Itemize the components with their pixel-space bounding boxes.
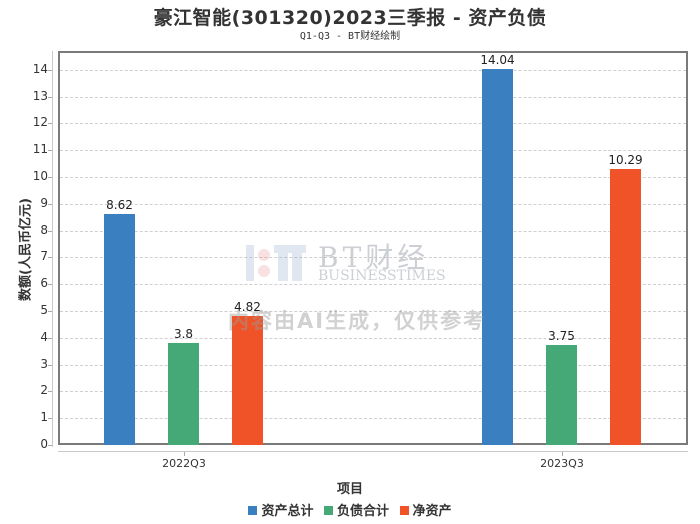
- y-tick-mark: [48, 123, 52, 125]
- bar-value-label: 3.75: [548, 328, 575, 343]
- x-axis-label: 项目: [336, 482, 363, 497]
- y-tick-label: 2: [40, 383, 48, 398]
- legend-item-total-liabilities[interactable]: 负债合计: [323, 500, 389, 519]
- y-tick-mark: [48, 96, 52, 98]
- bar-value-label: 4.82: [234, 299, 261, 314]
- grid-line: [60, 230, 686, 232]
- x-tick-label: 2022Q3: [162, 457, 206, 470]
- y-tick-mark: [48, 230, 52, 232]
- watermark-brand: BT财经: [318, 241, 430, 274]
- grid-line: [60, 391, 686, 393]
- legend-label: 负债合计: [336, 504, 389, 519]
- bar-total-liabilities[interactable]: [546, 344, 577, 445]
- bar-value-label: 10.29: [608, 153, 643, 168]
- y-tick-label: 14: [32, 61, 48, 76]
- y-axis-line: [52, 51, 53, 447]
- y-tick-label: 3: [40, 356, 48, 371]
- y-tick-mark: [48, 177, 52, 178]
- grid-line: [60, 364, 686, 366]
- legend-swatch-total-assets: [248, 506, 258, 515]
- legend: 资产总计 负债合计 净资产: [0, 500, 700, 519]
- bar-total-assets[interactable]: [104, 213, 135, 445]
- y-tick-mark: [48, 311, 52, 312]
- legend-label: 净资产: [412, 504, 452, 519]
- grid-line: [60, 337, 686, 339]
- watermark-brand-en: BUSINESSTIMES: [318, 268, 446, 284]
- bar-value-label: 3.8: [173, 327, 194, 342]
- watermark-notice: 内容由AI生成，仅供参考: [228, 309, 487, 333]
- y-tick-label: 6: [40, 276, 48, 291]
- y-tick-label: 8: [40, 222, 48, 237]
- bar-total-assets[interactable]: [482, 68, 513, 445]
- plot-area: [58, 51, 688, 445]
- y-tick-mark: [48, 284, 52, 286]
- grid-line: [60, 257, 686, 259]
- grid-line: [60, 284, 686, 286]
- y-tick-label: 12: [32, 115, 48, 130]
- legend-item-net-assets[interactable]: 净资产: [399, 500, 452, 519]
- chart-subtitle: Q1-Q3 - BT财经绘制: [299, 31, 401, 42]
- bar-net-assets[interactable]: [610, 169, 641, 445]
- x-axis-line: [58, 451, 688, 452]
- chart-title: 豪江智能(301320)2023三季报 - 资产负债: [153, 7, 547, 29]
- legend-swatch-net-assets: [399, 506, 409, 515]
- y-tick-label: 13: [32, 88, 48, 103]
- y-tick-mark: [48, 391, 52, 393]
- y-tick-mark: [48, 203, 52, 205]
- y-tick-mark: [48, 69, 52, 71]
- legend-item-total-assets[interactable]: 资产总计: [248, 500, 313, 519]
- bt-logo-icon: [246, 245, 306, 281]
- y-tick-mark: [48, 445, 52, 446]
- bar-value-label: 14.04: [480, 52, 515, 67]
- y-tick-mark: [48, 337, 52, 339]
- y-tick-mark: [48, 364, 52, 366]
- y-tick-label: 1: [40, 410, 48, 425]
- grid-line: [60, 123, 686, 125]
- y-tick-label: 10: [32, 169, 48, 183]
- x-tick-label: 2023Q3: [540, 457, 584, 470]
- y-tick-label: 0: [40, 437, 48, 451]
- grid-line: [60, 69, 686, 71]
- y-tick-label: 9: [40, 195, 48, 210]
- y-tick-label: 7: [40, 249, 48, 264]
- bar-net-assets[interactable]: [232, 315, 263, 445]
- grid-line: [60, 311, 686, 312]
- grid-line: [60, 203, 686, 205]
- x-tick-mark: [184, 452, 185, 456]
- x-tick-mark: [562, 452, 563, 456]
- legend-swatch-total-liabilities: [323, 506, 333, 515]
- bar-total-liabilities[interactable]: [168, 343, 199, 445]
- y-tick-mark: [48, 150, 52, 152]
- grid-line: [60, 150, 686, 152]
- y-tick-mark: [48, 418, 52, 420]
- y-axis-label: 数额(人民币亿元): [18, 198, 34, 301]
- grid-line: [60, 418, 686, 420]
- y-tick-label: 11: [32, 142, 48, 157]
- grid-line: [60, 177, 686, 178]
- grid-line: [60, 96, 686, 98]
- y-tick-label: 5: [40, 303, 48, 317]
- legend-label: 资产总计: [261, 504, 314, 519]
- y-tick-mark: [48, 257, 52, 259]
- y-tick-label: 4: [40, 329, 48, 344]
- bar-value-label: 8.62: [106, 197, 133, 212]
